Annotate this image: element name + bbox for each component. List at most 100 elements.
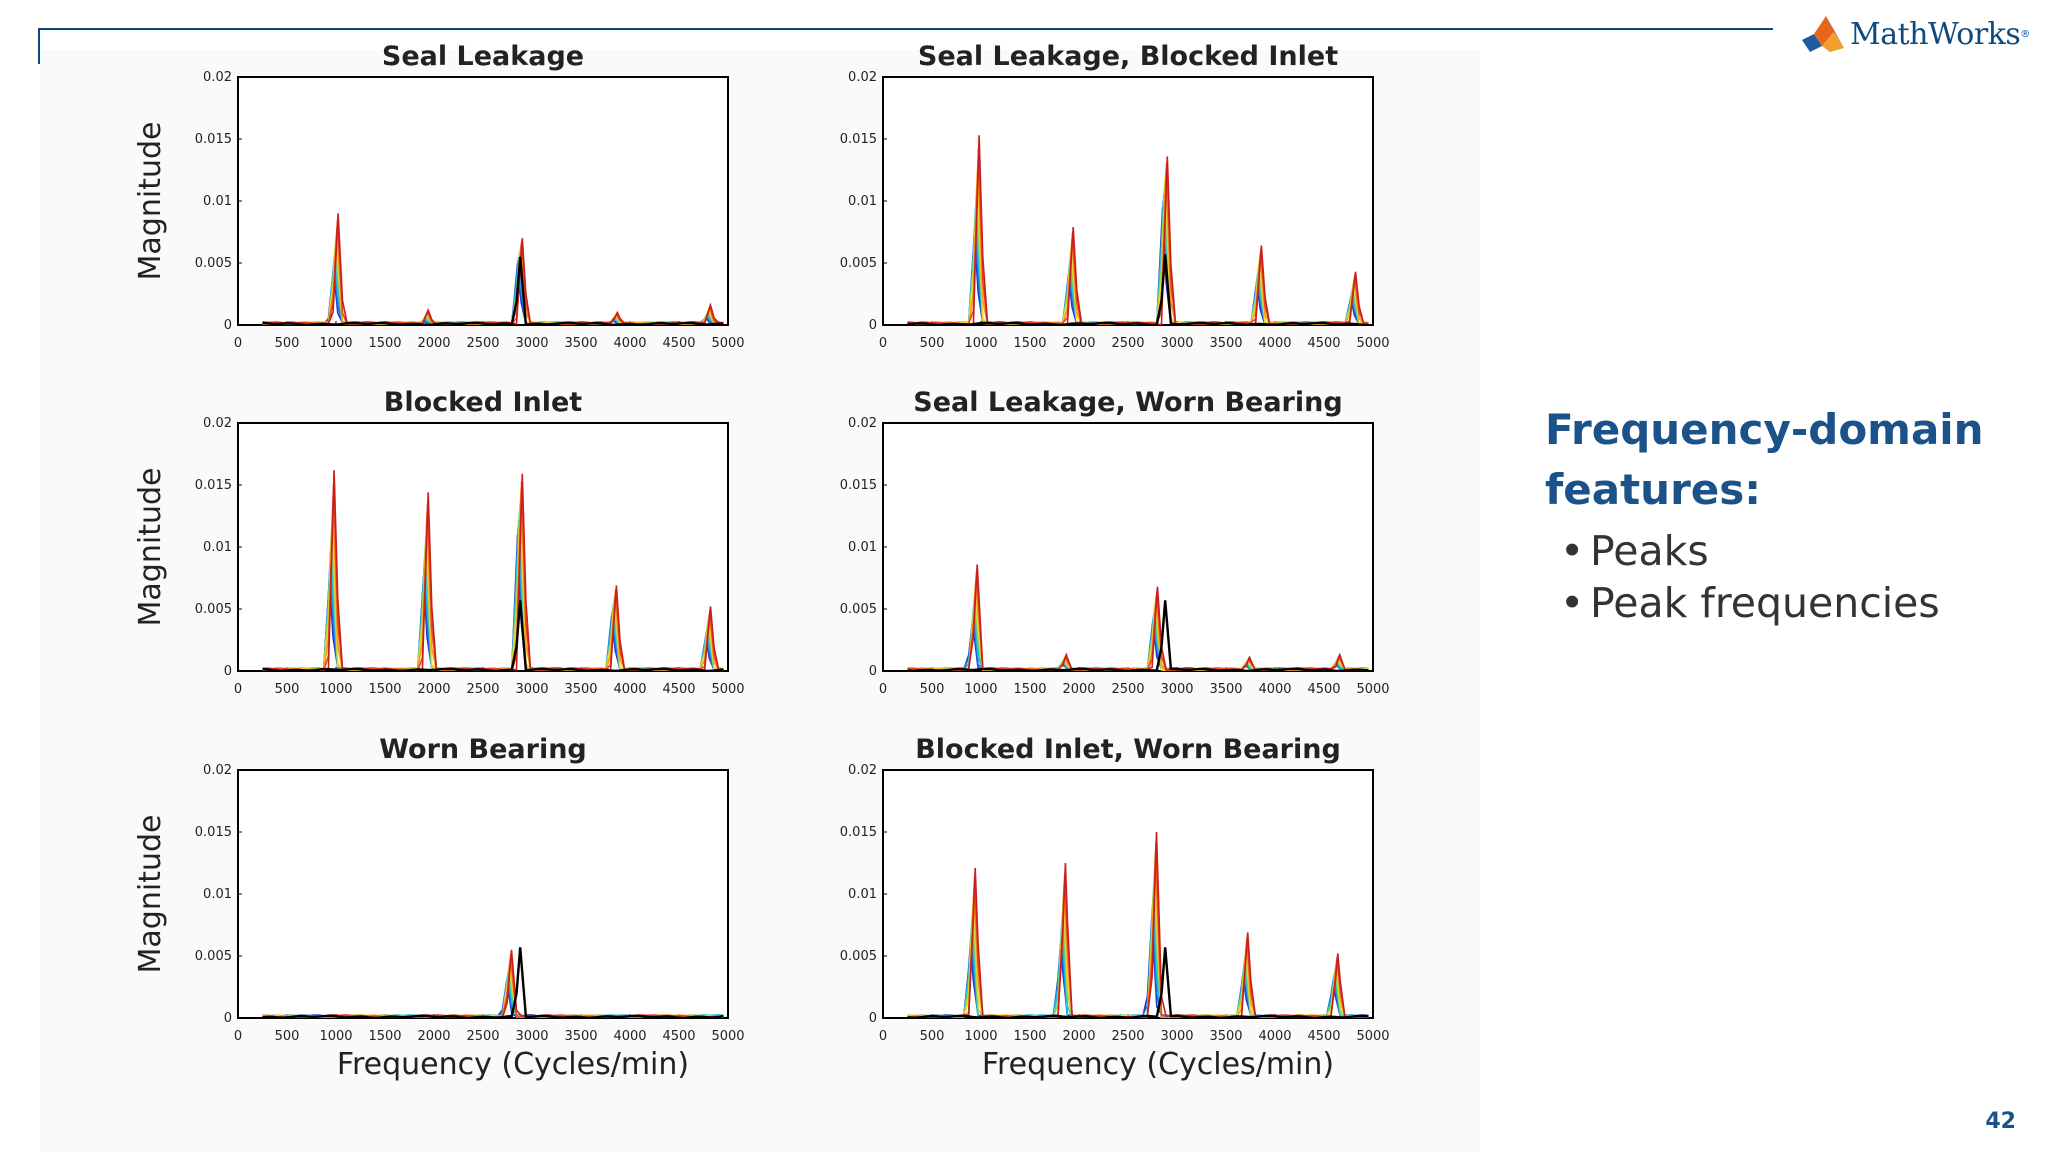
y-axis-label: Magnitude — [133, 122, 168, 281]
feature-title: Frequency-domain features: — [1545, 405, 1984, 514]
y-tick-label: 0.015 — [840, 132, 877, 147]
x-tick-label: 3000 — [515, 336, 548, 351]
x-tick-label: 2000 — [417, 1029, 450, 1044]
y-tick-label: 0.02 — [848, 763, 877, 778]
x-tick-label: 2000 — [417, 336, 450, 351]
x-tick-label: 0 — [234, 1029, 242, 1044]
y-tick-label: 0 — [224, 1011, 232, 1026]
x-tick-label: 2500 — [1111, 1029, 1144, 1044]
chart-panel: Seal Leakage, Blocked Inlet 0 500 1000 1500 2… — [840, 41, 1390, 351]
x-tick-label: 4500 — [662, 682, 695, 697]
brand-name: MathWorks — [1850, 16, 2021, 52]
y-tick-label: 0 — [869, 664, 877, 679]
baseline-series-line — [262, 256, 724, 325]
x-tick-label: 2500 — [466, 682, 499, 697]
x-tick-label: 500 — [275, 336, 300, 351]
x-tick-label: 500 — [920, 1029, 945, 1044]
chart-title: Seal Leakage, Blocked Inlet — [918, 41, 1338, 72]
plot-frame — [237, 769, 729, 1019]
x-tick-label: 4500 — [1307, 1029, 1340, 1044]
y-tick-label: 0.02 — [848, 70, 877, 85]
x-tick-label: 1000 — [319, 336, 352, 351]
x-tick-label: 2500 — [1111, 682, 1144, 697]
x-tick-label: 2000 — [1062, 336, 1095, 351]
bullet-dot: • — [1560, 579, 1585, 627]
baseline-series-line — [262, 600, 724, 671]
x-tick-label: 2000 — [417, 682, 450, 697]
y-axis-label: Magnitude — [133, 468, 168, 627]
x-tick-label: 3000 — [515, 682, 548, 697]
x-tick-label: 2000 — [1062, 1029, 1095, 1044]
y-tick-label: 0.015 — [195, 825, 232, 840]
y-tick-label: 0.01 — [848, 540, 877, 555]
chart-title: Blocked Inlet, Worn Bearing — [915, 734, 1341, 765]
bullet-text: Peaks — [1590, 527, 1709, 575]
x-tick-label: 3000 — [1160, 682, 1193, 697]
page-number: 42 — [1985, 1109, 2016, 1134]
y-tick-label: 0.005 — [195, 602, 232, 617]
y-tick-label: 0.005 — [195, 949, 232, 964]
x-tick-label: 3500 — [564, 682, 597, 697]
membrane-logo-icon — [1802, 16, 1844, 52]
y-tick-label: 0 — [224, 318, 232, 333]
y-tick-label: 0.01 — [203, 540, 232, 555]
x-tick-label: 4500 — [1307, 682, 1340, 697]
x-tick-label: 2000 — [1062, 682, 1095, 697]
x-tick-label: 0 — [234, 336, 242, 351]
x-tick-label: 500 — [275, 682, 300, 697]
chart-title: Seal Leakage — [382, 41, 584, 72]
bullet-item: • Peaks — [1560, 525, 1940, 577]
x-tick-label: 3500 — [564, 1029, 597, 1044]
x-tick-label: 1500 — [368, 682, 401, 697]
y-tick-label: 0.02 — [203, 763, 232, 778]
x-tick-label: 0 — [234, 682, 242, 697]
chart-panel: Blocked Inlet, Worn Bearing 0 500 1000 1500 2… — [840, 734, 1390, 1082]
y-tick-label: 0.005 — [840, 602, 877, 617]
x-tick-label: 3000 — [1160, 336, 1193, 351]
header-rule — [38, 28, 1773, 30]
chart-title: Blocked Inlet — [384, 387, 582, 418]
plot-frame — [882, 76, 1374, 326]
plot-frame — [882, 422, 1374, 672]
bullet-item: • Peak frequencies — [1560, 577, 1940, 629]
mathworks-logo: MathWorks ® — [1800, 12, 2030, 56]
x-tick-label: 4500 — [1307, 336, 1340, 351]
x-tick-label: 4000 — [1258, 336, 1291, 351]
plot-frame — [237, 76, 729, 326]
x-tick-label: 1000 — [964, 1029, 997, 1044]
y-tick-label: 0.015 — [840, 825, 877, 840]
x-tick-label: 1500 — [368, 1029, 401, 1044]
x-tick-label: 4500 — [662, 336, 695, 351]
y-tick-label: 0.005 — [840, 949, 877, 964]
x-tick-label: 5000 — [711, 1029, 744, 1044]
x-tick-label: 1500 — [1013, 336, 1046, 351]
chart-panel: Blocked Inlet 0 500 1000 1500 2000 2500 3000 350… — [133, 387, 745, 697]
x-tick-label: 4000 — [1258, 1029, 1291, 1044]
x-tick-label: 1500 — [1013, 682, 1046, 697]
x-tick-label: 4000 — [613, 682, 646, 697]
x-tick-label: 1000 — [964, 336, 997, 351]
chart-title: Seal Leakage, Worn Bearing — [913, 387, 1342, 418]
y-tick-label: 0.02 — [203, 416, 232, 431]
feature-list: • Peaks • Peak frequencies — [1560, 525, 1940, 629]
x-tick-label: 0 — [879, 336, 887, 351]
y-tick-label: 0 — [224, 664, 232, 679]
x-tick-label: 5000 — [1356, 682, 1389, 697]
registered-mark: ® — [2020, 28, 2031, 40]
x-tick-label: 5000 — [711, 336, 744, 351]
baseline-series-line — [907, 600, 1369, 671]
x-tick-label: 500 — [920, 336, 945, 351]
chart-panel: Seal Leakage 0 500 1000 1500 2000 2500 3000 3500… — [133, 41, 745, 351]
x-tick-label: 5000 — [711, 682, 744, 697]
x-tick-label: 1500 — [1013, 1029, 1046, 1044]
y-tick-label: 0.02 — [848, 416, 877, 431]
y-tick-label: 0.005 — [195, 256, 232, 271]
y-tick-label: 0.02 — [203, 70, 232, 85]
y-tick-label: 0.01 — [203, 194, 232, 209]
x-tick-label: 1000 — [319, 682, 352, 697]
x-tick-label: 3000 — [1160, 1029, 1193, 1044]
y-tick-label: 0 — [869, 1011, 877, 1026]
y-tick-label: 0.01 — [203, 887, 232, 902]
y-tick-label: 0 — [869, 318, 877, 333]
